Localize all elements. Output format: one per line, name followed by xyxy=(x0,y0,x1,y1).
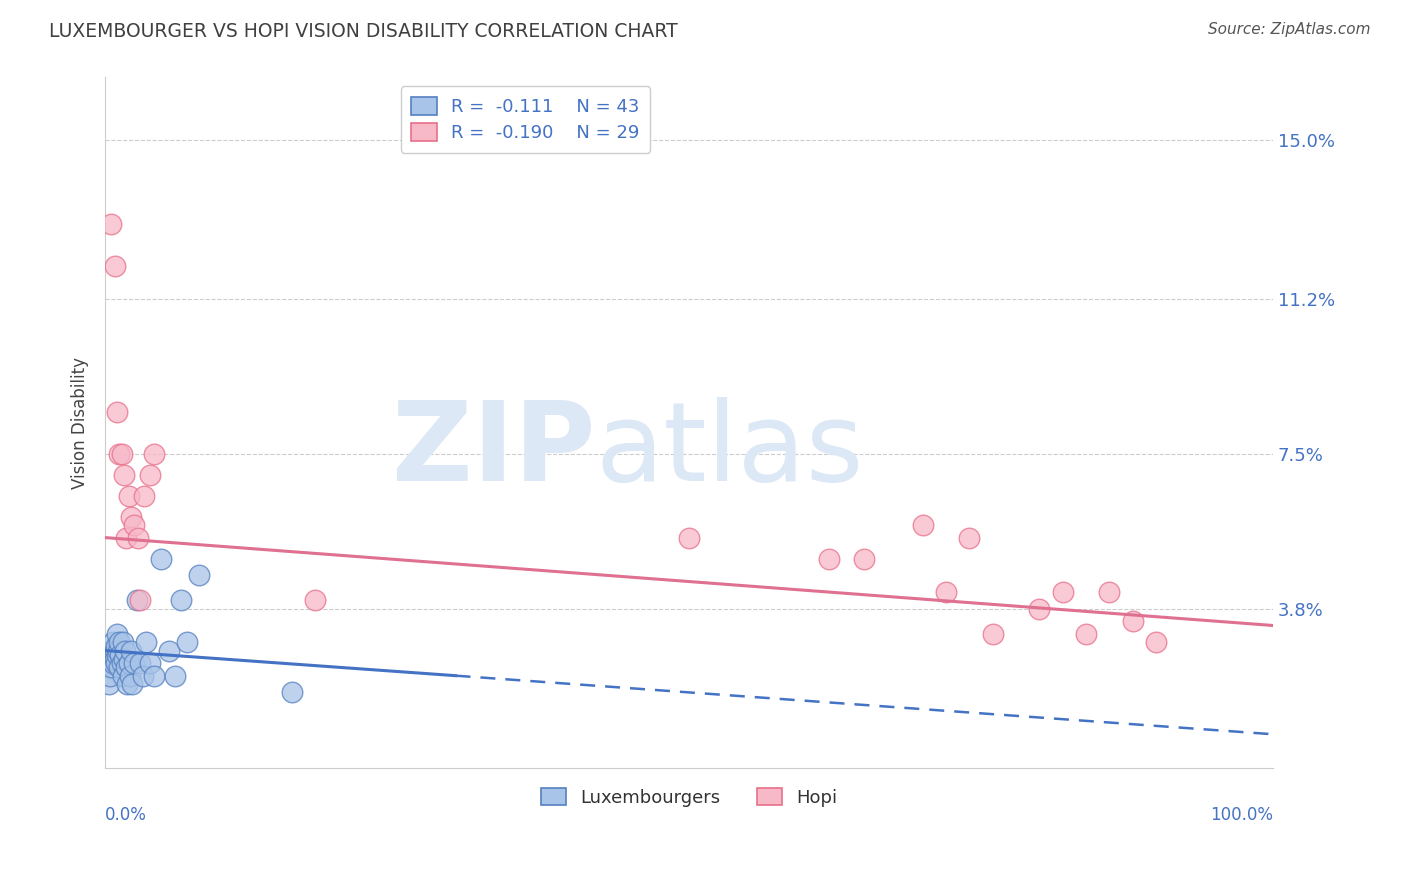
Point xyxy=(125,593,148,607)
Point xyxy=(170,593,193,607)
Point xyxy=(101,648,124,662)
Point xyxy=(165,668,187,682)
Point xyxy=(124,518,146,533)
Point xyxy=(281,685,304,699)
Point xyxy=(138,656,160,670)
Point xyxy=(1122,615,1144,629)
Point xyxy=(118,668,141,682)
Text: ZIP: ZIP xyxy=(392,397,596,504)
Point xyxy=(117,677,139,691)
Point xyxy=(97,677,120,691)
Text: atlas: atlas xyxy=(596,397,865,504)
Y-axis label: Vision Disability: Vision Disability xyxy=(72,357,89,489)
Point xyxy=(129,593,152,607)
Point xyxy=(105,405,128,419)
Point xyxy=(121,677,143,691)
Point xyxy=(150,551,173,566)
Text: 100.0%: 100.0% xyxy=(1209,805,1272,823)
Point xyxy=(159,643,181,657)
Point xyxy=(110,648,132,662)
Point xyxy=(105,648,128,662)
Point xyxy=(129,656,152,670)
Point xyxy=(911,518,934,533)
Point xyxy=(103,259,125,273)
Point xyxy=(176,635,198,649)
Point xyxy=(104,656,127,670)
Point xyxy=(108,660,131,674)
Point xyxy=(103,635,125,649)
Point xyxy=(103,656,125,670)
Legend: Luxembourgers, Hopi: Luxembourgers, Hopi xyxy=(533,780,845,814)
Point xyxy=(108,635,131,649)
Point xyxy=(108,447,131,461)
Point xyxy=(111,635,134,649)
Point xyxy=(818,551,841,566)
Text: 0.0%: 0.0% xyxy=(105,805,148,823)
Text: LUXEMBOURGER VS HOPI VISION DISABILITY CORRELATION CHART: LUXEMBOURGER VS HOPI VISION DISABILITY C… xyxy=(49,22,678,41)
Point xyxy=(143,447,166,461)
Point xyxy=(110,656,132,670)
Point xyxy=(135,635,157,649)
Point xyxy=(111,668,134,682)
Point xyxy=(96,656,118,670)
Point xyxy=(935,585,957,599)
Point xyxy=(1052,585,1074,599)
Point xyxy=(187,568,209,582)
Point xyxy=(1028,601,1050,615)
Point xyxy=(1144,635,1167,649)
Point xyxy=(112,652,135,666)
Point xyxy=(138,467,160,482)
Point xyxy=(104,640,127,654)
Point xyxy=(1074,627,1097,641)
Point xyxy=(110,447,132,461)
Point xyxy=(117,656,139,670)
Point xyxy=(114,643,136,657)
Point xyxy=(132,489,155,503)
Point xyxy=(127,531,149,545)
Point xyxy=(117,489,139,503)
Point xyxy=(981,627,1004,641)
Point xyxy=(124,656,146,670)
Point xyxy=(678,531,700,545)
Point xyxy=(120,509,142,524)
Point xyxy=(957,531,980,545)
Point xyxy=(120,643,142,657)
Point xyxy=(103,643,125,657)
Point xyxy=(1098,585,1121,599)
Point xyxy=(100,660,122,674)
Point xyxy=(105,627,128,641)
Point xyxy=(107,643,129,657)
Point xyxy=(98,668,121,682)
Point xyxy=(103,652,125,666)
Point xyxy=(304,593,326,607)
Point xyxy=(853,551,876,566)
Point xyxy=(115,660,138,674)
Point xyxy=(131,668,153,682)
Point xyxy=(115,531,138,545)
Point xyxy=(143,668,166,682)
Text: Source: ZipAtlas.com: Source: ZipAtlas.com xyxy=(1208,22,1371,37)
Point xyxy=(112,467,135,482)
Point xyxy=(100,643,122,657)
Point xyxy=(100,217,122,231)
